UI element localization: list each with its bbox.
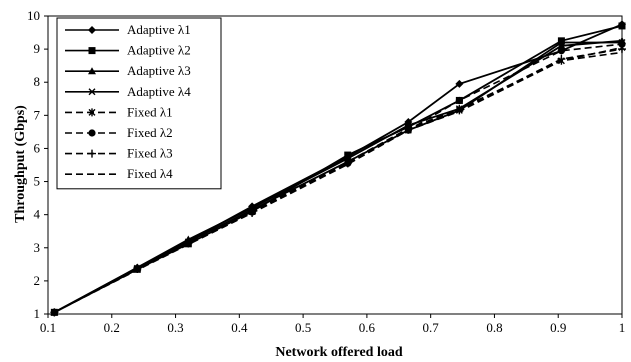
- y-tick-label: 7: [34, 107, 41, 122]
- series-8-line: [54, 51, 623, 314]
- y-axis-label: Throughput (Gbps): [13, 105, 28, 223]
- y-tick-label: 10: [27, 8, 40, 23]
- y-tick-label: 4: [34, 207, 41, 222]
- legend-marker: [88, 149, 96, 158]
- legend-label: Adaptive λ1: [127, 22, 191, 37]
- x-tick-label: 0.2: [104, 320, 120, 335]
- series-3-point: [557, 41, 566, 49]
- legend-label: Adaptive λ3: [127, 63, 191, 78]
- legend-marker: [88, 47, 96, 55]
- x-tick-label: 0.8: [486, 320, 502, 335]
- legend-label: Fixed λ4: [127, 166, 173, 181]
- legend-marker: [88, 88, 96, 96]
- series-7-point: [50, 308, 59, 317]
- series-7-point: [343, 159, 352, 168]
- series-2-point: [557, 37, 565, 45]
- series-7-point: [133, 264, 142, 273]
- series-7-point: [404, 124, 413, 133]
- y-tick-label: 5: [34, 174, 41, 189]
- legend-box: [56, 17, 222, 190]
- x-tick-label: 0.5: [295, 320, 311, 335]
- y-tick-label: 2: [34, 273, 41, 288]
- x-tick-label: 0.4: [231, 320, 248, 335]
- x-tick-label: 1: [619, 320, 626, 335]
- chart-legend: Adaptive λ1 Adaptive λ2 Adaptive λ3 Adaptiv…: [56, 17, 222, 190]
- x-tick-label: 0.9: [550, 320, 566, 335]
- legend-label: Adaptive λ4: [127, 84, 191, 99]
- series-7-line: [54, 48, 623, 314]
- series-7-point: [618, 45, 626, 54]
- x-tick-label: 0.1: [40, 320, 56, 335]
- y-tick-label: 8: [34, 74, 41, 89]
- legend-label: Fixed λ2: [127, 125, 173, 140]
- legend-marker: [88, 129, 96, 137]
- x-tick-label: 0.7: [423, 320, 440, 335]
- series-4-point: [557, 38, 565, 46]
- series-7-point: [248, 209, 257, 218]
- y-tick-label: 1: [34, 306, 41, 321]
- x-axis-label: Network offered load: [275, 345, 402, 360]
- y-tick-label: 6: [34, 140, 41, 155]
- x-tick-label: 0.6: [359, 320, 376, 335]
- legend-label: Adaptive λ2: [127, 43, 191, 58]
- series-6-point: [455, 96, 463, 105]
- legend-label: Fixed λ3: [127, 146, 173, 161]
- chart-axes: 0.1 0.2 0.3 0.4 0.5 0.6 0.7 0.8 0.9 1 1 2 3 4 5 6 7 8 9 10: [27, 8, 625, 335]
- y-tick-label: 9: [34, 41, 41, 56]
- series-6-point: [618, 40, 626, 48]
- series-7-point: [184, 239, 193, 248]
- legend-marker: [88, 26, 96, 34]
- series-7-point: [557, 55, 566, 64]
- plot-frame: [47, 15, 623, 315]
- legend-marker: [88, 67, 96, 75]
- x-tick-label: 0.3: [167, 320, 183, 335]
- chart-series-markers: [50, 20, 626, 317]
- legend-marker: [88, 108, 96, 117]
- y-tick-label: 3: [34, 240, 41, 255]
- series-1-point: [455, 79, 464, 88]
- legend-label: Fixed λ1: [127, 104, 173, 119]
- series-7-point: [455, 106, 464, 115]
- series-6-point: [557, 47, 566, 55]
- series-2-point: [618, 22, 626, 30]
